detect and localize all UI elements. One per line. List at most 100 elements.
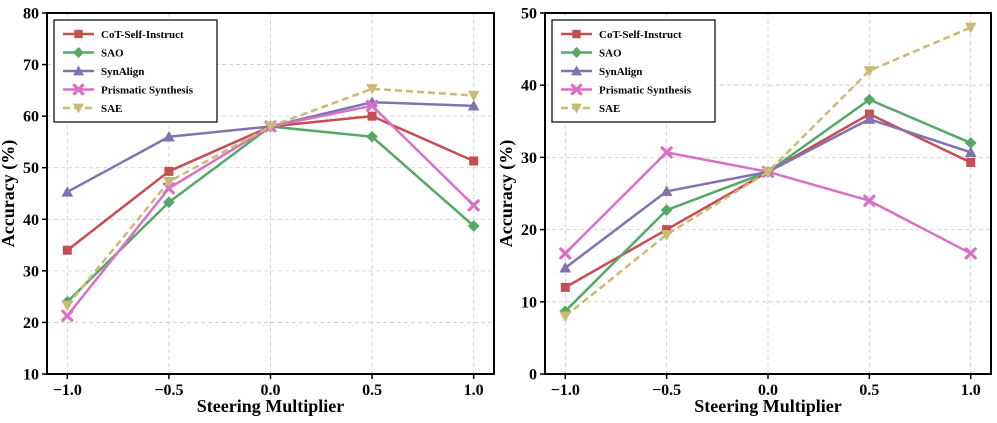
legend-label: SynAlign xyxy=(101,66,144,78)
y-tick-label: 30 xyxy=(23,263,39,280)
legend-marker xyxy=(571,103,582,114)
data-point xyxy=(469,156,479,166)
y-tick-label: 10 xyxy=(23,367,39,384)
y-tick-label: 40 xyxy=(521,78,537,95)
x-tick-label: 0.5 xyxy=(859,382,879,399)
y-tick-label: 20 xyxy=(23,315,39,332)
y-axis-title: Accuracy (%) xyxy=(0,140,19,247)
data-point xyxy=(467,220,480,232)
y-tick-label: 30 xyxy=(521,150,537,167)
legend-marker xyxy=(571,47,582,58)
legend-marker xyxy=(570,83,583,96)
y-tick-label: 80 xyxy=(23,6,39,23)
data-point xyxy=(163,130,175,142)
data-point xyxy=(365,99,379,112)
data-point xyxy=(964,247,977,260)
x-tick-label: −1.0 xyxy=(53,382,82,399)
y-axis-title: Accuracy (%) xyxy=(496,140,517,247)
legend-item: CoT-Self-Instruct xyxy=(561,29,682,41)
legend-marker xyxy=(72,83,85,96)
data-point xyxy=(163,176,175,188)
data-point xyxy=(62,245,72,255)
data-point xyxy=(863,194,876,207)
plot-frame xyxy=(544,12,992,375)
data-point xyxy=(964,137,977,149)
y-tick-label: 70 xyxy=(23,57,39,74)
data-point xyxy=(366,84,378,95)
legend-label: SAE xyxy=(599,103,620,115)
legend-marker xyxy=(73,47,84,58)
legend-label: Prismatic Synthesis xyxy=(599,85,692,97)
x-tick-label: 1.0 xyxy=(464,382,484,399)
y-tick-label: 50 xyxy=(521,6,537,23)
legend-item: SAO xyxy=(561,47,622,60)
legend-marker xyxy=(571,65,582,76)
y-tick-label: 20 xyxy=(521,222,537,239)
data-point xyxy=(264,121,277,133)
legend-marker xyxy=(74,29,83,39)
legend-label: SAO xyxy=(599,48,622,60)
legend-item: Prismatic Synthesis xyxy=(63,83,194,97)
x-tick-label: 0.5 xyxy=(362,382,382,399)
data-point xyxy=(559,247,572,260)
data-point xyxy=(367,111,377,121)
chart-panel-2: 0 10 20 30 40 50 −1.0 −0.5 0.0 0.5 1.0 Steering Mul… xyxy=(496,6,992,416)
x-tick-label: 1.0 xyxy=(961,382,981,399)
chart-panel-1: 10 20 30 40 50 60 70 80 −1.0 −0.5 0.0 0.5 1.0 Steerin… xyxy=(0,6,495,416)
data-point xyxy=(863,93,876,106)
data-point xyxy=(964,146,977,158)
series-line xyxy=(564,26,972,318)
legend-label: SynAlign xyxy=(599,66,642,78)
y-tick-label: 50 xyxy=(23,160,39,177)
x-tick-label: 0.0 xyxy=(758,382,778,399)
x-tick-label: −0.5 xyxy=(154,382,183,399)
legend-marker xyxy=(73,103,84,114)
series-sae xyxy=(559,22,977,323)
data-point xyxy=(61,186,74,197)
data-point xyxy=(467,199,480,212)
data-point xyxy=(559,262,572,273)
y-tick-label: 10 xyxy=(521,294,537,311)
legend-label: Prismatic Synthesis xyxy=(101,85,194,97)
x-axis-title: Steering Multiplier xyxy=(694,396,841,416)
data-point xyxy=(467,99,480,111)
x-tick-label: −1.0 xyxy=(551,382,580,399)
data-point xyxy=(660,229,673,241)
data-point xyxy=(660,204,673,216)
data-point xyxy=(762,167,774,178)
legend-label: SAE xyxy=(101,103,122,115)
data-point xyxy=(964,22,977,34)
data-point xyxy=(662,225,672,235)
legend-label: SAO xyxy=(101,48,124,60)
x-tick-label: 0.0 xyxy=(261,382,281,399)
data-point xyxy=(467,90,480,102)
legend-label: CoT-Self-Instruct xyxy=(101,29,184,41)
data-point xyxy=(559,311,572,323)
legend-item: SAE xyxy=(561,103,620,115)
x-tick-label: −0.5 xyxy=(652,382,681,399)
y-tick-label: 60 xyxy=(23,109,39,126)
data-point xyxy=(366,130,378,143)
x-axis-title: Steering Multiplier xyxy=(197,396,344,416)
data-point xyxy=(559,305,572,318)
legend-item: Prismatic Synthesis xyxy=(561,83,692,97)
data-point xyxy=(61,300,74,312)
legend: CoT-Self-Instruct SAO SynAlign Prismatic Sy… xyxy=(53,19,218,123)
data-point xyxy=(164,166,174,176)
data-point xyxy=(61,309,74,322)
data-point xyxy=(863,113,876,124)
data-point xyxy=(863,66,876,77)
legend-marker xyxy=(73,65,84,76)
legend-item: SynAlign xyxy=(63,65,144,78)
data-point xyxy=(163,196,175,209)
legend-item: SynAlign xyxy=(561,65,642,78)
data-point xyxy=(966,157,976,167)
data-point xyxy=(660,146,673,159)
legend-marker xyxy=(572,29,581,39)
legend-item: SAE xyxy=(63,103,122,115)
y-tick-label: 0 xyxy=(529,367,537,384)
y-tick-label: 40 xyxy=(23,212,39,229)
plot-frame xyxy=(46,12,495,375)
data-point xyxy=(660,185,673,197)
